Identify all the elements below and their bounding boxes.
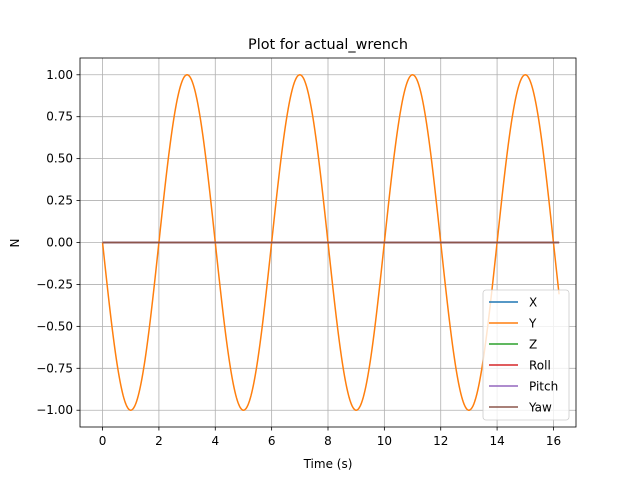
y-axis-ticks: −1.00 −0.75 −0.50 −0.25 0.00 0.25 0.50 0.75 1.00 — [36, 68, 80, 417]
x-tick-label: 4 — [211, 434, 219, 448]
x-tick-label: 0 — [99, 434, 107, 448]
series-layer — [101, 74, 560, 411]
y-tick-label: −0.50 — [36, 319, 73, 333]
chart-title: Plot for actual_wrench — [248, 37, 408, 53]
x-axis-label: Time (s) — [303, 457, 353, 471]
y-tick-label: −0.75 — [36, 361, 73, 375]
legend-label-roll: Roll — [529, 359, 551, 373]
y-tick-label: 0.00 — [46, 236, 73, 250]
legend-frame — [482, 289, 570, 421]
y-tick-label: 0.50 — [46, 152, 73, 166]
legend-label-pitch: Pitch — [529, 380, 558, 394]
x-tick-label: 12 — [433, 434, 448, 448]
y-tick-label: −0.25 — [36, 277, 73, 291]
x-axis-ticks: 0 2 4 6 8 10 12 14 16 — [99, 427, 561, 448]
x-tick-label: 16 — [546, 434, 561, 448]
legend: XYZ Roll Pitch Yaw — [482, 289, 570, 421]
y-tick-label: 0.75 — [46, 110, 73, 124]
y-tick-label: 1.00 — [46, 68, 73, 82]
x-tick-label: 6 — [268, 434, 276, 448]
legend-label-y: Y — [528, 317, 537, 331]
y-tick-label: 0.25 — [46, 194, 73, 208]
legend-label-yaw: Yaw — [528, 401, 552, 415]
x-tick-label: 10 — [377, 434, 392, 448]
y-tick-label: −1.00 — [36, 403, 73, 417]
x-tick-label: 14 — [489, 434, 504, 448]
legend-label-z: Z — [529, 338, 537, 352]
x-tick-label: 2 — [155, 434, 163, 448]
x-tick-label: 8 — [324, 434, 332, 448]
legend-label-x: X — [529, 296, 537, 310]
y-axis-label: N — [8, 239, 22, 248]
